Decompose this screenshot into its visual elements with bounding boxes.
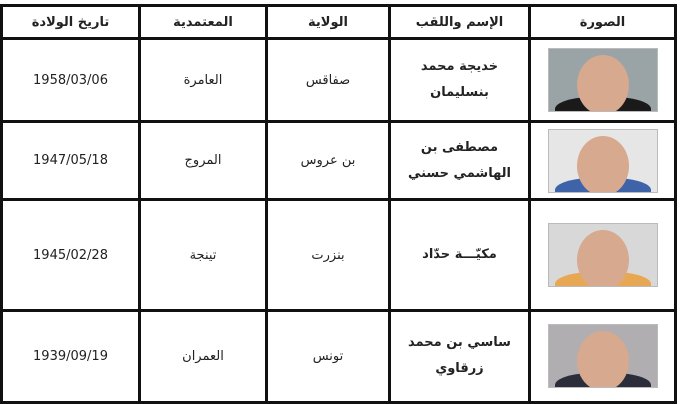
photo-cell [528,198,677,312]
header-birth-date: تاريخ الولادة [0,4,141,40]
table-row: خديجة محمد بنسليمان صفاقس العامرة 1958/0… [0,36,677,124]
header-photo: الصورة [528,4,677,40]
photo-cell [528,308,677,404]
header-wilaya: الولاية [265,4,391,40]
name-cell: ساسي بن محمد زرقاوي [388,308,531,404]
name-cell: مكيّـــة حدّاد [388,198,531,312]
table-row: مصطفى بن الهاشمي حسني بن عروس المروج 194… [0,120,677,202]
name-cell: خديجة محمد بنسليمان [388,36,531,124]
table-row: مكيّـــة حدّاد بنزرت تينجة 1945/02/28 [0,198,677,312]
wilaya-cell: بنزرت [265,198,391,312]
birth-date-cell: 1958/03/06 [0,36,141,124]
person-photo [547,48,658,113]
table-row: ساسي بن محمد زرقاوي تونس العمران 1939/09… [0,308,677,404]
birth-date-cell: 1939/09/19 [0,308,141,404]
birth-date-cell: 1945/02/28 [0,198,141,312]
wilaya-cell: تونس [265,308,391,404]
wilaya-cell: بن عروس [265,120,391,202]
photo-cell [528,36,677,124]
photo-cell [528,120,677,202]
name-cell: مصطفى بن الهاشمي حسني [388,120,531,202]
mutamadiya-cell: المروج [138,120,268,202]
mutamadiya-cell: العامرة [138,36,268,124]
person-photo [547,324,658,389]
person-photo [547,223,658,288]
mutamadiya-cell: العمران [138,308,268,404]
wilaya-cell: صفاقس [265,36,391,124]
person-photo [547,128,658,193]
persons-table: الصورة الإسم واللقب الولاية المعتمدية تا… [0,4,677,404]
header-row: الصورة الإسم واللقب الولاية المعتمدية تا… [0,4,677,40]
birth-date-cell: 1947/05/18 [0,120,141,202]
header-mutamadiya: المعتمدية [138,4,268,40]
header-name: الإسم واللقب [388,4,531,40]
mutamadiya-cell: تينجة [138,198,268,312]
